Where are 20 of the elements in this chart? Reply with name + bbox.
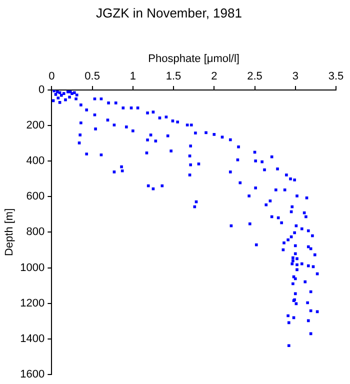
x-tick-label: 0 bbox=[48, 70, 55, 82]
y-tick-label: 1200 bbox=[20, 297, 45, 310]
y-tick-label: 1600 bbox=[20, 368, 45, 380]
y-tick-label: 200 bbox=[26, 120, 45, 132]
x-tick-label: 2.5 bbox=[247, 70, 262, 82]
y-tick-label: 400 bbox=[26, 155, 45, 168]
y-tick-label: 800 bbox=[26, 226, 45, 238]
y-tick-label: 0 bbox=[38, 84, 45, 96]
x-tick-label: 3.5 bbox=[328, 70, 344, 82]
x-tick-label: 1.5 bbox=[166, 70, 182, 82]
x-tick-label: 3 bbox=[292, 70, 298, 82]
x-tick-label: 2 bbox=[211, 70, 218, 82]
y-tick-label: 1400 bbox=[20, 332, 45, 345]
y-tick-label: 600 bbox=[26, 190, 45, 203]
y-tick-label: 1000 bbox=[20, 262, 45, 274]
x-tick-label: 1 bbox=[130, 70, 136, 82]
x-axis-title: Phosphate [μmol/l] bbox=[148, 53, 240, 66]
y-axis-title: Depth [m] bbox=[4, 208, 16, 256]
x-tick-label: 0.5 bbox=[84, 70, 100, 82]
chart-title: JGZK in November, 1981 bbox=[96, 5, 242, 20]
